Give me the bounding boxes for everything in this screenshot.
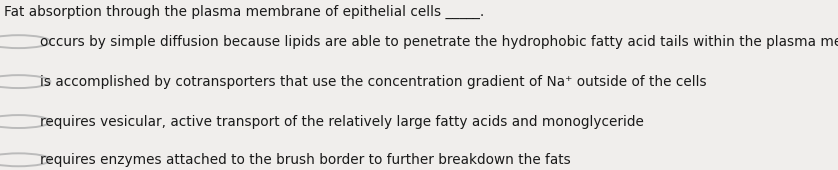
Text: requires enzymes attached to the brush border to further breakdown the fats: requires enzymes attached to the brush b… bbox=[40, 153, 571, 167]
Text: occurs by simple diffusion because lipids are able to penetrate the hydrophobic : occurs by simple diffusion because lipid… bbox=[40, 35, 838, 49]
Text: is accomplished by cotransporters that use the concentration gradient of Na⁺ out: is accomplished by cotransporters that u… bbox=[40, 75, 706, 89]
Text: Fat absorption through the plasma membrane of epithelial cells _____.: Fat absorption through the plasma membra… bbox=[4, 5, 484, 19]
Text: requires vesicular, active transport of the relatively large fatty acids and mon: requires vesicular, active transport of … bbox=[40, 115, 644, 129]
